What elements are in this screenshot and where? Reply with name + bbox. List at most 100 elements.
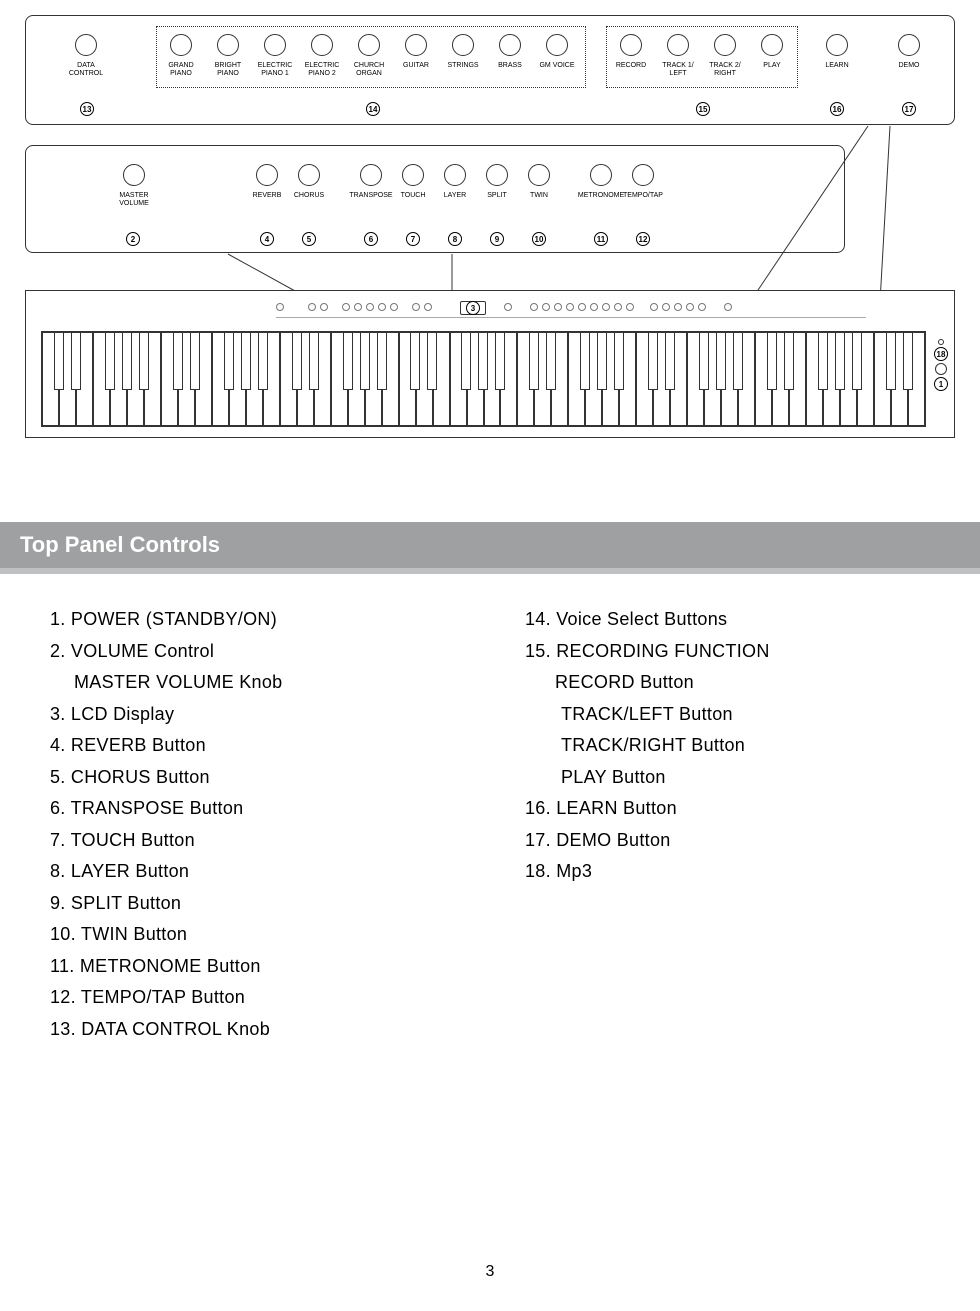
black-key [699,332,709,390]
twin-btn: TWIN [518,164,560,200]
list-line: 8. LAYER Button [50,856,465,888]
num-17: 17 [902,102,916,116]
power-button-icon [935,363,947,375]
list-line: 10. TWIN Button [50,919,465,951]
black-key [190,332,200,390]
num-6: 6 [364,232,378,246]
black-key [597,332,607,390]
list-line: RECORD Button [525,667,940,699]
panel-middle: MASTER VOLUME 2 REVERB CHORUS TRANSPOSE … [25,145,845,253]
num-14: 14 [366,102,380,116]
black-key [224,332,234,390]
list-line: 17. DEMO Button [525,825,940,857]
tiny-underline [276,317,866,318]
black-key [241,332,251,390]
black-key [648,332,658,390]
demo-btn: DEMO [886,34,932,70]
list-line: 16. LEARN Button [525,793,940,825]
list-line: PLAY Button [525,762,940,794]
list-line: MASTER VOLUME Knob [50,667,465,699]
list-line: 5. CHORUS Button [50,762,465,794]
section-header: Top Panel Controls [0,522,980,568]
num-7: 7 [406,232,420,246]
play-btn: PLAY [749,34,795,77]
list-line: 14. Voice Select Buttons [525,604,940,636]
voice-btn-ep1: ELECTRICPIANO 1 [252,34,298,77]
diagram-area: DATA CONTROL 13 GRANDPIANO BRIGHTPIANO E… [20,10,960,450]
voice-btn-gm: GM VOICE [534,34,580,77]
black-key [54,332,64,390]
left-column: 1. POWER (STANDBY/ON)2. VOLUME ControlMA… [50,604,465,1045]
list-line: 1. POWER (STANDBY/ON) [50,604,465,636]
metronome-btn: METRONOME [580,164,622,200]
black-key [292,332,302,390]
black-key [139,332,149,390]
black-key [495,332,505,390]
transpose-btn: TRANSPOSE [350,164,392,200]
page-number: 3 [0,1263,980,1281]
black-key [716,332,726,390]
data-control-knob: DATA CONTROL [60,34,112,77]
num-5: 5 [302,232,316,246]
voice-btn-strings: STRINGS [440,34,486,77]
learn-btn: LEARN [814,34,860,70]
black-key [105,332,115,390]
mp3-jack-icon [938,339,944,345]
reverb-btn: REVERB [246,164,288,200]
black-key [614,332,624,390]
black-key [377,332,387,390]
data-control-label: DATA CONTROL [60,62,112,77]
black-key [903,332,913,390]
tiny-row-right [504,303,732,311]
voice-btn-ep2: ELECTRICPIANO 2 [299,34,345,77]
black-key [173,332,183,390]
black-key [122,332,132,390]
num-1: 1 [934,377,948,391]
list-line: 6. TRANSPOSE Button [50,793,465,825]
black-key [478,332,488,390]
list-line: 2. VOLUME Control [50,636,465,668]
black-key [886,332,896,390]
list-line: 15. RECORDING FUNCTION [525,636,940,668]
black-key [546,332,556,390]
black-key [343,332,353,390]
black-key [665,332,675,390]
num-18: 18 [934,347,948,361]
black-key [767,332,777,390]
black-key [529,332,539,390]
num-4: 4 [260,232,274,246]
black-key [410,332,420,390]
num-13: 13 [80,102,94,116]
black-key [71,332,81,390]
black-key [784,332,794,390]
panel-keyboard: 3 18 [25,290,955,438]
black-key [818,332,828,390]
num-11: 11 [594,232,608,246]
list-line: 7. TOUCH Button [50,825,465,857]
tempo-btn: TEMPO/TAP [622,164,664,200]
black-key [852,332,862,390]
layer-btn: LAYER [434,164,476,200]
list-line: TRACK/LEFT Button [525,699,940,731]
tiny-row-left [276,303,432,311]
list-line: 9. SPLIT Button [50,888,465,920]
section-title: Top Panel Controls [20,532,220,557]
num-10: 10 [532,232,546,246]
voice-btn-bright-piano: BRIGHTPIANO [205,34,251,77]
keyboard-keys [41,331,926,427]
list-line: TRACK/RIGHT Button [525,730,940,762]
split-btn: SPLIT [476,164,518,200]
content-columns: 1. POWER (STANDBY/ON)2. VOLUME ControlMA… [0,574,980,1045]
right-controls: 18 1 [934,339,948,391]
fx-group: REVERB CHORUS TRANSPOSE TOUCH LAYER SPLI… [246,164,664,200]
black-key [258,332,268,390]
black-key [733,332,743,390]
record-group: RECORD TRACK 1/LEFT TRACK 2/RIGHT PLAY [608,34,795,77]
list-line: 4. REVERB Button [50,730,465,762]
num-3: 3 [466,301,480,315]
track1-btn: TRACK 1/LEFT [655,34,701,77]
black-key [360,332,370,390]
voice-btn-guitar: GUITAR [393,34,439,77]
num-15: 15 [696,102,710,116]
list-line: 12. TEMPO/TAP Button [50,982,465,1014]
